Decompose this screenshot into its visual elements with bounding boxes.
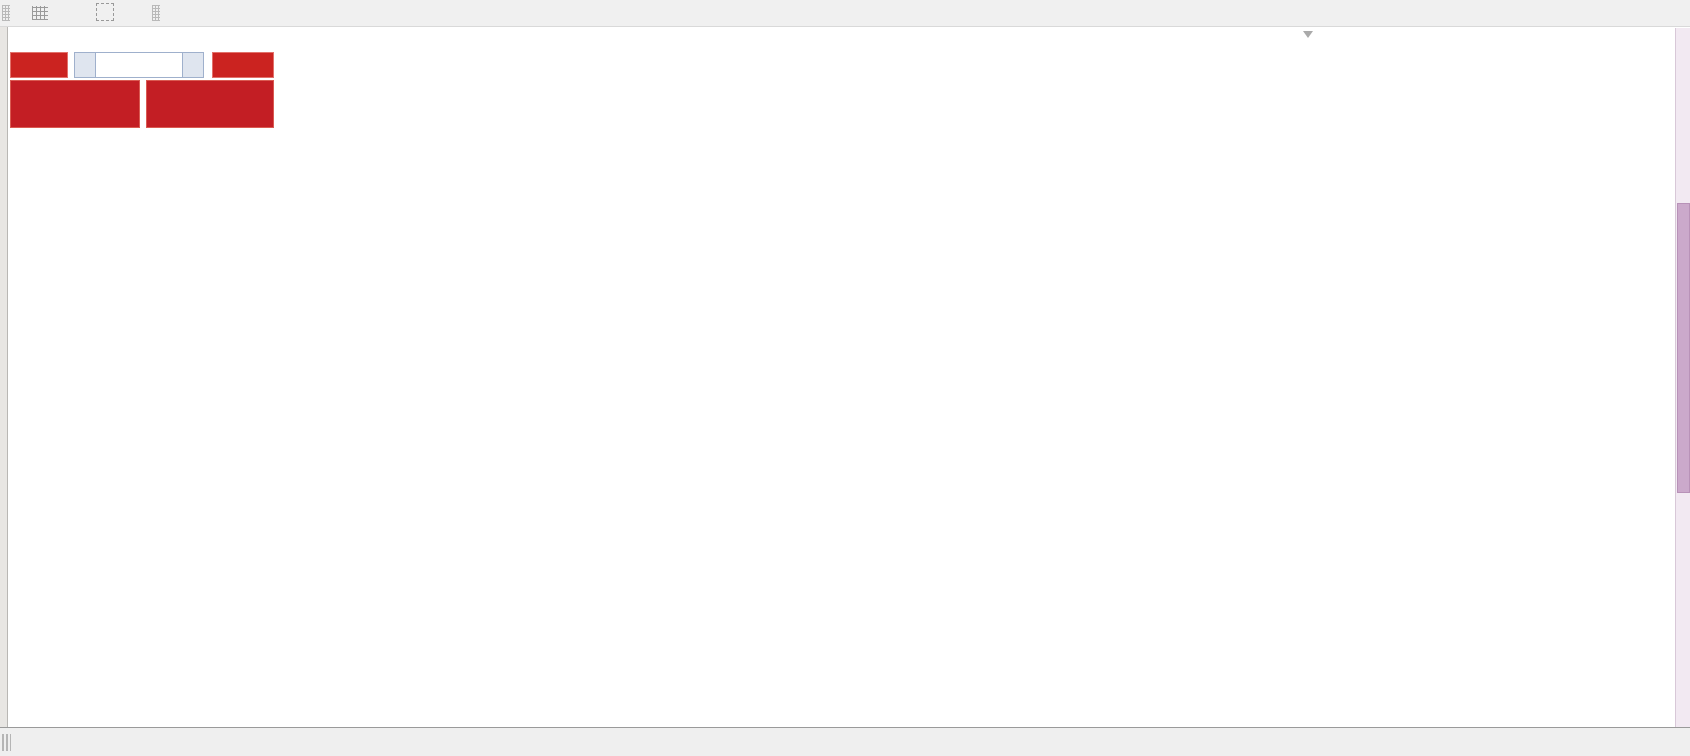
buy-button[interactable] (212, 52, 274, 78)
window-left-edge (0, 27, 8, 756)
chart-shift-marker-icon[interactable] (1303, 31, 1313, 38)
indicator-grid-icon[interactable] (30, 3, 56, 23)
vertical-scrollbar-thumb[interactable] (1677, 203, 1690, 493)
volume-input[interactable] (96, 52, 182, 78)
volume-decrease-button[interactable] (74, 52, 96, 78)
top-toolbar (0, 0, 1690, 27)
sell-button[interactable] (10, 52, 68, 78)
tab-bar-grip[interactable] (2, 734, 11, 751)
toolbar-grip[interactable] (152, 5, 160, 21)
vertical-scrollbar[interactable] (1675, 28, 1690, 727)
price-chart-canvas[interactable] (8, 28, 1512, 708)
ask-price-box[interactable] (146, 80, 274, 128)
text-label-icon[interactable] (62, 3, 84, 23)
bid-price-box[interactable] (10, 80, 140, 128)
text-box-icon-glyph (96, 3, 114, 21)
toolbar-grip[interactable] (2, 5, 10, 21)
text-box-icon[interactable] (94, 3, 116, 23)
volume-increase-button[interactable] (182, 52, 204, 78)
cursor-tool-icon[interactable] (128, 3, 154, 23)
chart-tab-bar (0, 727, 1690, 756)
chart-title (14, 33, 25, 45)
